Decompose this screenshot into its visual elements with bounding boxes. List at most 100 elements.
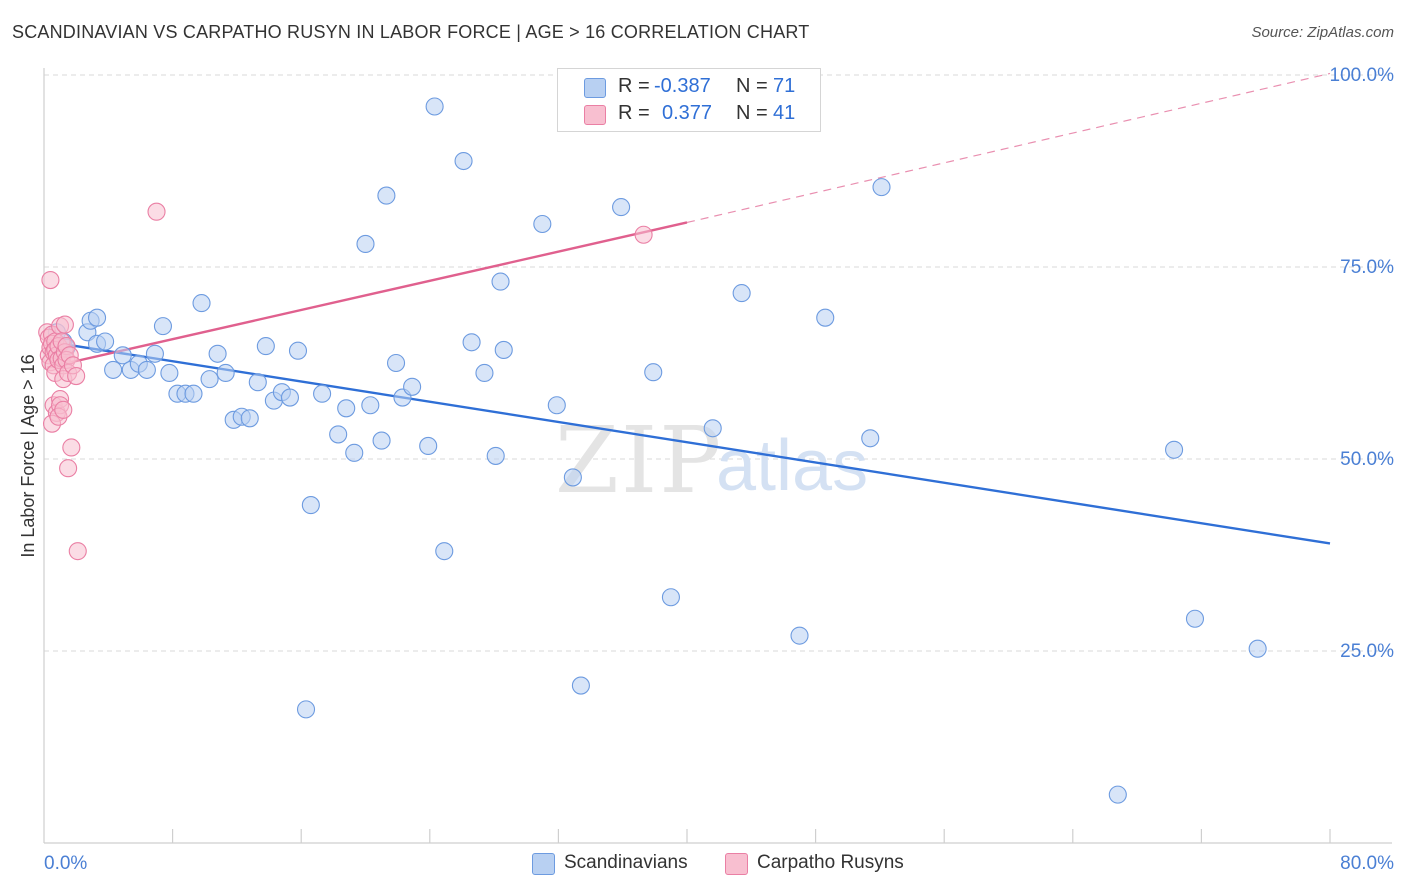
point-scandinavians (872, 178, 891, 197)
legend-r-value: -0.387 (654, 75, 711, 97)
point-scandinavians (571, 676, 590, 695)
legend-swatch-pink (584, 105, 606, 125)
point-scandinavians (137, 360, 156, 379)
point-scandinavians (87, 308, 107, 327)
trendline-carpatho-rusyns (46, 221, 688, 369)
point-scandinavians (296, 700, 316, 719)
point-scandinavians (200, 370, 219, 389)
legend-n-label: N = (736, 102, 768, 124)
point-scandinavians (732, 284, 751, 303)
point-carpatho-rusyns (55, 315, 74, 334)
point-scandinavians (816, 308, 835, 327)
point-scandinavians (486, 446, 505, 465)
point-carpatho-rusyns (62, 438, 81, 457)
legend-r-value: 0.377 (662, 102, 713, 124)
point-scandinavians (533, 214, 552, 234)
point-carpatho-rusyns (67, 367, 86, 386)
legend-swatch-blue (584, 78, 606, 98)
x-tick-label: 80.0% (1340, 853, 1394, 874)
point-scandinavians (248, 373, 267, 392)
y-tick-label: 75.0% (1340, 257, 1394, 278)
correlation-legend: R = -0.387 N = 71 R = 0.377 N = 41 (557, 68, 821, 132)
y-axis-label: In Labor Force | Age > 16 (18, 354, 38, 557)
point-scandinavians (240, 409, 259, 428)
legend-swatch-pink (725, 853, 748, 875)
watermark-zip: ZIP (555, 407, 723, 514)
point-scandinavians (377, 186, 396, 205)
point-scandinavians (337, 399, 356, 418)
point-scandinavians (372, 431, 391, 450)
point-scandinavians (563, 468, 582, 487)
legend-row-scandinavians: R = -0.387 N = 71 (558, 74, 820, 100)
point-carpatho-rusyns (68, 542, 87, 561)
chart-source: Source: ZipAtlas.com (1251, 24, 1394, 41)
tick-labels: 25.0% 50.0% 75.0% 100.0% 0.0% 80.0% (44, 65, 1394, 874)
y-tick-label: 25.0% (1340, 641, 1394, 662)
point-scandinavians (104, 360, 123, 379)
legend-row-carpatho-rusyns: R = 0.377 N = 41 (558, 101, 820, 127)
legend-label-scandinavians: Scandinavians (564, 852, 688, 873)
point-carpatho-rusyns (634, 225, 653, 244)
point-scandinavians (329, 425, 348, 444)
point-scandinavians (454, 151, 473, 171)
point-scandinavians (301, 496, 320, 515)
point-scandinavians (1108, 785, 1127, 804)
point-scandinavians (160, 363, 179, 383)
point-scandinavians (861, 429, 880, 448)
trend-lines (46, 72, 1331, 545)
point-scandinavians (435, 542, 454, 561)
point-scandinavians (475, 363, 494, 383)
point-scandinavians (386, 353, 406, 373)
point-scandinavians (612, 198, 631, 217)
point-scandinavians (403, 377, 422, 396)
axes (43, 68, 1392, 844)
point-scandinavians (356, 234, 375, 254)
legend-label-carpatho-rusyns: Carpatho Rusyns (757, 852, 904, 873)
point-carpatho-rusyns (59, 459, 78, 478)
point-scandinavians (547, 396, 566, 415)
point-scandinavians (216, 363, 235, 383)
point-scandinavians (1185, 609, 1205, 628)
point-scandinavians (491, 272, 510, 291)
point-scandinavians (361, 396, 380, 415)
y-tick-label: 50.0% (1340, 449, 1394, 470)
point-scandinavians (644, 363, 663, 382)
trendline-scandinavians (51, 341, 1331, 545)
point-scandinavians (425, 97, 444, 116)
point-carpatho-rusyns (41, 271, 60, 290)
point-scandinavians (703, 419, 722, 438)
legend-n-value: 41 (773, 102, 796, 124)
point-scandinavians (345, 443, 364, 462)
point-scandinavians (113, 346, 132, 365)
trendline-extension-carpatho-rusyns (686, 72, 1331, 224)
chart-title: SCANDINAVIAN VS CARPATHO RUSYN IN LABOR … (12, 22, 810, 42)
y-tick-label: 100.0% (1330, 65, 1395, 86)
legend-n-value: 71 (773, 75, 796, 97)
point-scandinavians (256, 337, 275, 356)
point-scandinavians (153, 317, 173, 336)
point-scandinavians (208, 344, 227, 363)
point-scandinavians (145, 344, 164, 363)
legend-r-label: R = (618, 75, 650, 97)
point-scandinavians (661, 588, 680, 607)
legend-swatch-blue (532, 853, 555, 875)
point-scandinavians (96, 332, 115, 351)
point-scandinavians (1165, 440, 1184, 459)
point-scandinavians (1248, 639, 1267, 658)
point-scandinavians (419, 436, 438, 455)
point-carpatho-rusyns (54, 400, 73, 419)
point-scandinavians (462, 333, 481, 352)
legend-r-label: R = (618, 102, 650, 124)
grid-lines (44, 74, 1392, 652)
point-scandinavians (280, 388, 299, 407)
point-scandinavians (184, 384, 203, 403)
x-tick-label: 0.0% (44, 853, 87, 874)
point-scandinavians (313, 384, 332, 403)
data-points (38, 97, 1267, 804)
point-scandinavians (790, 626, 809, 645)
point-scandinavians (494, 340, 513, 359)
point-scandinavians (288, 341, 308, 360)
legend-n-label: N = (736, 75, 768, 97)
point-scandinavians (192, 294, 211, 313)
